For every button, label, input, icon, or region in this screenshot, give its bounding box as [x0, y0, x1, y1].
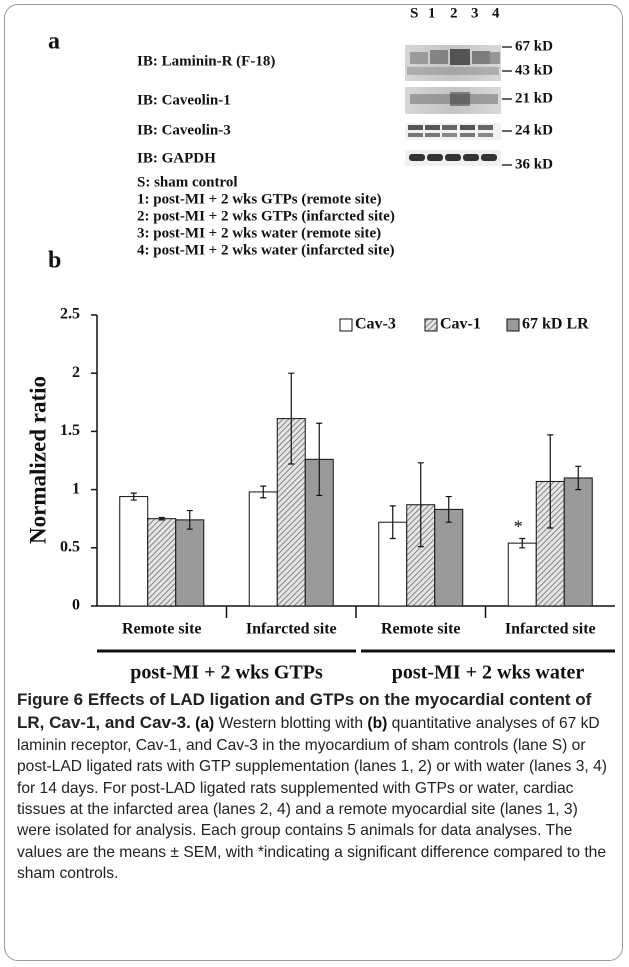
y-tick-label: 1.5: [60, 422, 80, 439]
y-axis-label: Normalized ratio: [25, 376, 50, 544]
blot-row-label: IB: GAPDH: [137, 150, 216, 166]
blot-legend: 1: post-MI + 2 wks GTPs (remote site): [137, 191, 381, 207]
legend-label: 67 kD LR: [522, 316, 589, 333]
kd-marker: 21 kD: [515, 90, 553, 106]
caption-ref: (a): [195, 715, 214, 732]
kd-marker: 36 kD: [515, 156, 553, 172]
page: {"blot": { "panel_label": "a", "lanes": …: [0, 0, 629, 967]
caption-text: Western blotting with: [219, 715, 363, 732]
lane-label: 1: [428, 5, 436, 21]
panel-label: a: [48, 29, 60, 55]
bar: [249, 492, 277, 606]
bar: [148, 519, 176, 606]
legend-swatch: [507, 319, 519, 331]
group-label: post-MI + 2 wks GTPs: [130, 662, 323, 684]
legend-label: Cav-3: [355, 316, 396, 333]
y-tick-label: 0: [72, 597, 80, 614]
y-tick-label: 2: [72, 364, 80, 381]
panel-label: b: [48, 248, 61, 274]
caption-ref: (b): [367, 715, 387, 732]
figure: a S 1 2 3 4 IB: Laminin-R (F-18) 67 kD 4…: [0, 0, 629, 690]
lane-label: 2: [450, 5, 458, 21]
bar: [564, 478, 592, 606]
caption: Figure 6 Effects of LAD ligation and GTP…: [17, 688, 615, 885]
blot-legend: 4: post-MI + 2 wks water (infarcted site…: [137, 242, 395, 258]
x-tick-label: Remote site: [122, 621, 202, 638]
legend-label: Cav-1: [440, 316, 481, 333]
kd-marker: 24 kD: [515, 122, 553, 138]
lane-label: 4: [492, 5, 500, 21]
legend-swatch: [425, 319, 437, 331]
marker-dashes: [502, 47, 512, 165]
bar: [120, 497, 148, 606]
legend-swatch: [340, 319, 352, 331]
annotation: *: [514, 517, 523, 537]
lane-label: 3: [471, 5, 479, 21]
y-tick-label: 1: [72, 480, 80, 497]
lane-label: S: [410, 5, 418, 21]
blot-images: [405, 45, 501, 166]
group-label: post-MI + 2 wks water: [392, 662, 585, 684]
x-tick-label: Remote site: [381, 621, 461, 638]
y-tick-label: 0.5: [60, 538, 80, 555]
kd-marker: 67 kD: [515, 38, 553, 54]
kd-marker: 43 kD: [515, 62, 553, 78]
bar: [435, 509, 463, 606]
blot-legend: 2: post-MI + 2 wks GTPs (infarcted site): [137, 208, 395, 224]
y-tick-label: 2.5: [60, 306, 80, 323]
x-tick-label: Infarcted site: [505, 621, 596, 638]
caption-text: quantitative analyses of 67 kD laminin r…: [17, 715, 607, 882]
blot-row-label: IB: Caveolin-3: [137, 122, 231, 138]
blot-legend: 3: post-MI + 2 wks water (remote site): [137, 225, 381, 241]
bar: [176, 520, 204, 606]
bar: [508, 543, 536, 606]
x-tick-label: Infarcted site: [246, 621, 337, 638]
blot-row-label: IB: Laminin-R (F-18): [137, 53, 275, 69]
blot-legend: S: sham control: [137, 174, 238, 190]
blot-row-label: IB: Caveolin-1: [137, 92, 231, 108]
